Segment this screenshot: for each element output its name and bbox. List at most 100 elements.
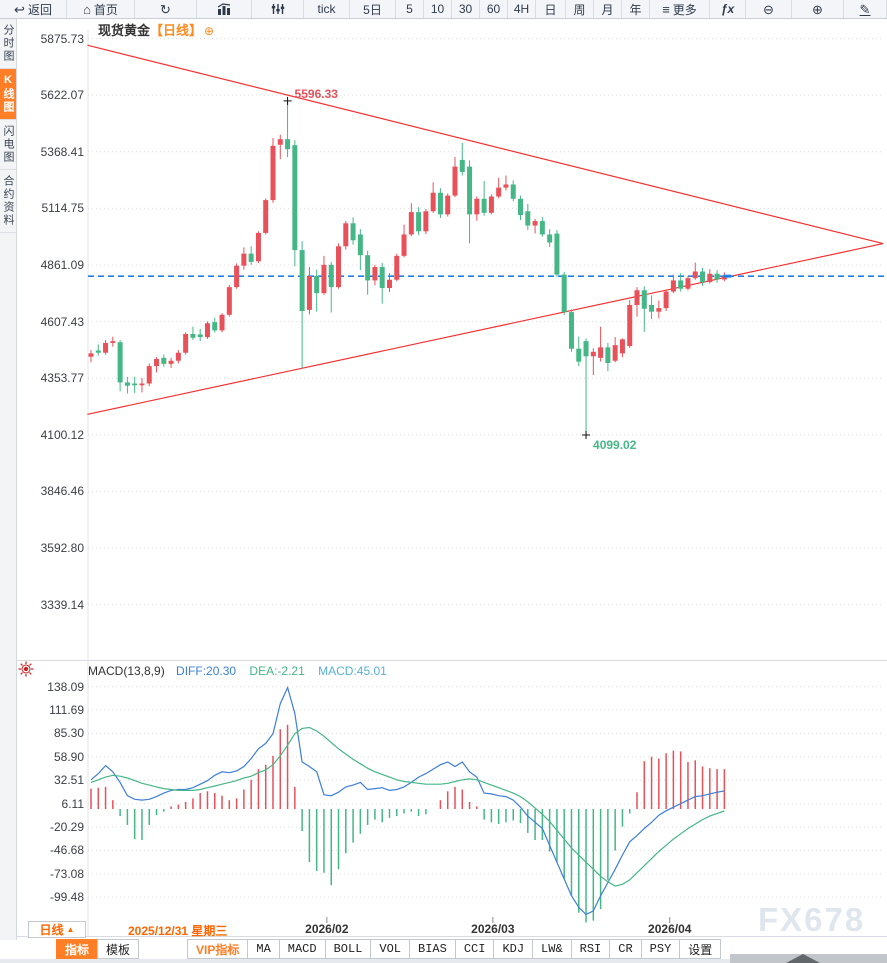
- sidebar-item-2[interactable]: K线图: [0, 69, 16, 120]
- price-axis-label: 4607.43: [40, 314, 84, 329]
- interval-4h-button[interactable]: 4H: [508, 0, 536, 18]
- indicator-tab-MACD[interactable]: MACD: [278, 939, 326, 959]
- interval-10-button[interactable]: 10: [424, 0, 452, 18]
- period-selector[interactable]: 日线 ▲: [28, 921, 86, 938]
- interval-week-button-label: 周: [573, 2, 586, 17]
- macd-axis-label: -73.08: [49, 866, 84, 881]
- indicator-tab-RSI[interactable]: RSI: [570, 939, 611, 959]
- home-icon: ⌂: [83, 1, 91, 17]
- indicator-tab-LW&[interactable]: LW&: [532, 939, 572, 959]
- indicator-tab-CR[interactable]: CR: [609, 939, 642, 959]
- sidebar-item-3[interactable]: 闪电图: [0, 120, 16, 170]
- back-icon: ↩: [14, 1, 25, 17]
- chevron-up-icon: ▲: [66, 925, 75, 934]
- chart-type-button[interactable]: [197, 0, 252, 18]
- home-button[interactable]: ⌂ 首页: [67, 0, 135, 18]
- interval-day-button[interactable]: 日: [536, 0, 566, 18]
- sliders-icon: [271, 3, 285, 15]
- macd-diff-value: DIFF:20.30: [176, 664, 237, 678]
- price-axis-label: 3846.46: [40, 484, 84, 499]
- price-axis-label: 3339.14: [40, 597, 84, 612]
- more-button[interactable]: ≡ 更多: [650, 0, 710, 18]
- macd-axis-label: 138.09: [47, 679, 84, 694]
- macd-axis-label: 85.30: [53, 726, 84, 741]
- high-price-label: 5596.33: [295, 87, 339, 101]
- indicator-tab-指标[interactable]: 指标: [56, 939, 99, 959]
- interval-month-button-label: 月: [601, 2, 614, 17]
- indicator-tab-KDJ[interactable]: KDJ: [493, 939, 534, 959]
- macd-axis-label: -20.29: [49, 819, 84, 834]
- interval-4h-button-label: 4H: [513, 2, 530, 16]
- interval-year-button[interactable]: 年: [622, 0, 650, 18]
- bottom-strip: [0, 959, 887, 963]
- indicator-tab-设置[interactable]: 设置: [679, 939, 722, 959]
- interval-5-button[interactable]: 5: [396, 0, 424, 18]
- macd-params: MACD(13,8,9): [88, 664, 165, 678]
- indicator-tab-VIP指标[interactable]: VIP指标: [187, 939, 249, 959]
- gridlines: [88, 38, 884, 898]
- bar-chart-icon: [217, 3, 232, 15]
- top-toolbar: ↩ 返回 ⌂ 首页 ↻ tick 5日 5 10 30 60 4H 日 周月年 ≡ 更多 ƒx ⊖ ⊕ ✎: [0, 0, 887, 19]
- macd-axis-label: 58.90: [53, 749, 84, 764]
- interval-30-button-label: 30: [458, 2, 473, 16]
- interval-5d-button-label: 5日: [363, 2, 382, 17]
- sidebar-item-1[interactable]: 分时图: [0, 19, 16, 69]
- price-axis-label: 4100.12: [40, 427, 84, 442]
- macd-settings-icon[interactable]: [18, 661, 34, 677]
- interval-week-button[interactable]: 周: [566, 0, 594, 18]
- zoom-out-button[interactable]: ⊖: [746, 0, 792, 18]
- macd-dea-value: DEA:-2.21: [249, 664, 305, 678]
- draw-button[interactable]: ✎: [844, 0, 887, 18]
- interval-60-button[interactable]: 60: [480, 0, 508, 18]
- price-axis-label: 5368.41: [40, 144, 84, 159]
- back-button[interactable]: ↩ 返回: [0, 0, 67, 18]
- time-axis-label: 2026/03: [471, 922, 515, 936]
- symbol-name: 现货黄金: [98, 23, 151, 38]
- refresh-button[interactable]: ↻: [135, 0, 197, 18]
- low-marker-icon: [582, 431, 591, 440]
- scroll-up-arrow-icon: [786, 954, 820, 963]
- fx-indicators-button[interactable]: ƒx: [710, 0, 746, 18]
- indicator-tab-MA[interactable]: MA: [247, 939, 280, 959]
- bottom-scrollbar[interactable]: [730, 954, 887, 963]
- pane-separators: [0, 30, 887, 937]
- indicator-tab-BIAS[interactable]: BIAS: [409, 939, 456, 959]
- interval-month-button[interactable]: 月: [594, 0, 622, 18]
- chart-title: 现货黄金【日线】 ⊕: [98, 20, 214, 39]
- indicator-tab-PSY[interactable]: PSY: [640, 939, 681, 959]
- more-button-label: 更多: [672, 2, 697, 17]
- indicator-tab-模板[interactable]: 模板: [97, 939, 140, 959]
- interval-5d-button[interactable]: 5日: [350, 0, 396, 18]
- interval-60-button-label: 60: [486, 2, 501, 16]
- trendlines: [87, 44, 884, 415]
- indicator-tab-BOLL[interactable]: BOLL: [324, 939, 372, 959]
- dea-line: [90, 726, 725, 887]
- macd-histogram: [90, 724, 726, 923]
- indicator-tab-CCI[interactable]: CCI: [454, 939, 495, 959]
- interval-30-button[interactable]: 30: [452, 0, 480, 18]
- macd-axis-label: -99.48: [49, 890, 84, 905]
- date-label: 2025/12/31 星期三: [128, 924, 228, 938]
- time-axis-label: 2026/02: [305, 922, 349, 936]
- zoom-in-button[interactable]: ⊕: [792, 0, 844, 18]
- interval-10-button-label: 10: [430, 2, 445, 16]
- interval-tick-button[interactable]: tick: [304, 0, 350, 18]
- macd-axis-label: -46.68: [49, 843, 84, 858]
- add-indicator-icon[interactable]: ⊕: [204, 24, 215, 38]
- macd-axis-label: 32.51: [53, 773, 84, 788]
- interval-day-button-label: 日: [544, 2, 557, 17]
- macd-axis-label: 6.11: [61, 796, 84, 811]
- period-label: 日线: [39, 923, 64, 937]
- timeframe-label: 【日线】: [150, 23, 203, 38]
- indicator-tab-VOL[interactable]: VOL: [370, 939, 411, 959]
- last-price-tick: [723, 274, 732, 278]
- price-axis-label: 5875.73: [40, 31, 84, 46]
- high-marker-icon: [283, 96, 292, 105]
- tick-style-button[interactable]: [252, 0, 304, 18]
- macd-macd-value: MACD:45.01: [318, 664, 387, 678]
- interval-tick-button-label: tick: [317, 2, 336, 16]
- sidebar-item-4[interactable]: 合约资料: [0, 170, 16, 233]
- fx-indicators-button-label: ƒx: [720, 2, 735, 16]
